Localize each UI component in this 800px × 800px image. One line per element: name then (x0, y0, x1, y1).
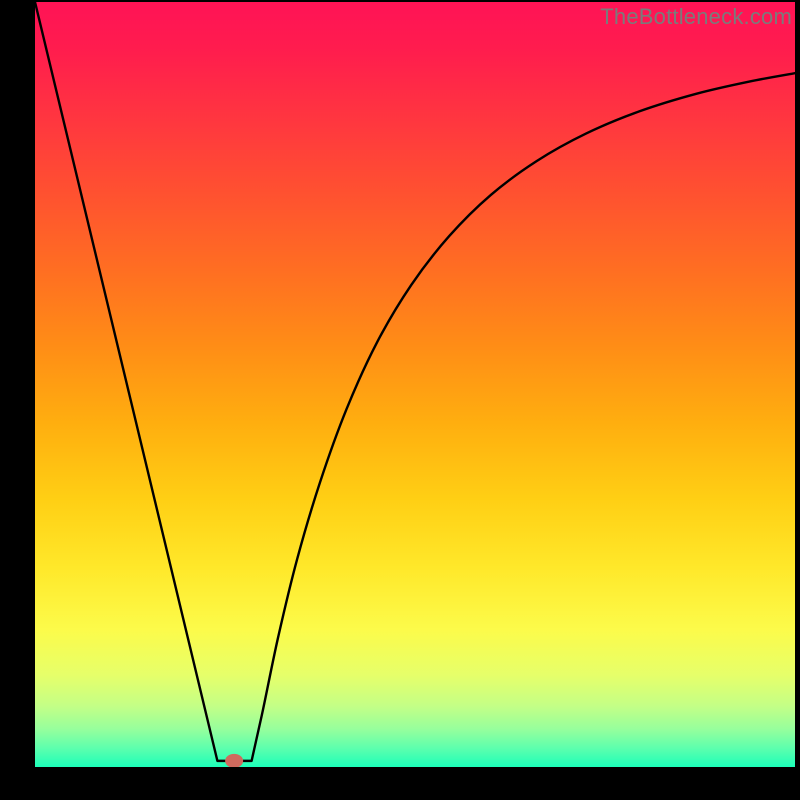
minimum-marker (225, 754, 243, 767)
watermark-text: TheBottleneck.com (600, 4, 792, 30)
plot-area (35, 2, 795, 767)
curve-overlay (35, 2, 795, 767)
bottleneck-curve (35, 2, 795, 761)
figure-root: TheBottleneck.com (0, 0, 800, 800)
